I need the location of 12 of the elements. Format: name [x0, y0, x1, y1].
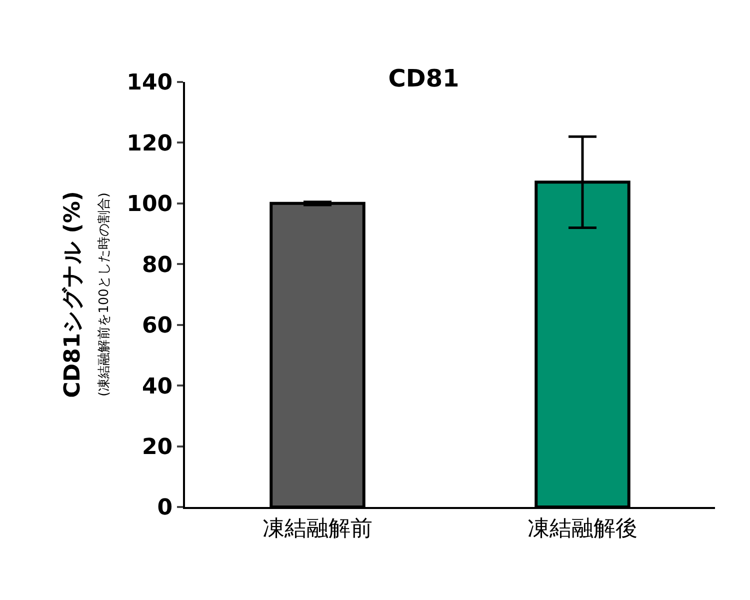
y-axis-title: CD81シグナル (%) (凍結融解前を100とした時の割合): [60, 191, 112, 398]
y-tick-label: 40: [142, 374, 173, 400]
y-tick-label: 100: [126, 192, 173, 218]
y-tick-label: 120: [126, 131, 173, 156]
y-tick-label: 60: [142, 314, 173, 339]
y-tick-label: 0: [157, 496, 173, 521]
y-tick-label: 140: [126, 70, 173, 96]
x-tick-label: 凍結融解後: [528, 516, 638, 542]
chart-title: CD81: [388, 64, 460, 92]
x-tick-label: 凍結融解前: [262, 516, 372, 542]
y-tick-label: 80: [142, 252, 173, 278]
y-tick-label: 20: [142, 434, 173, 460]
